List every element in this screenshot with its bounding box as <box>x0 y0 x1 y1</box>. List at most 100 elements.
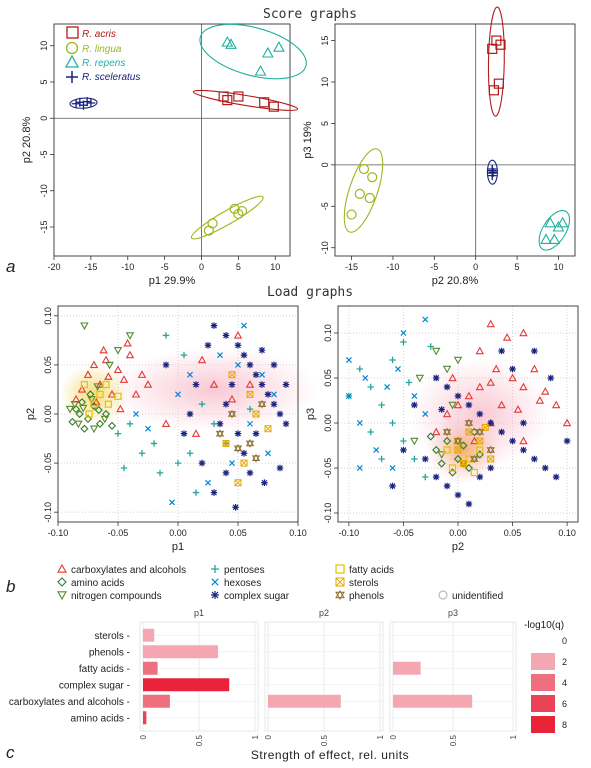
load-plot-p2-p3-point-sterols-0 <box>454 446 462 454</box>
score-plot-p1-p2-series-repens <box>199 23 307 80</box>
load-plot-p1-p2-point-phenols-2-up <box>251 453 261 461</box>
load-plot-p2-p3-point-complex-sugar-27 <box>438 406 445 413</box>
load-plot-p2-p3-point-sterols-4-cross <box>460 460 467 467</box>
load-plot-p2-p3-point-hexoses-4 <box>384 384 391 390</box>
score-plot-p1-p2-xtick-label-6: 10 <box>270 262 280 272</box>
score-plot-p1-p2-point-lingua-3 <box>233 208 244 220</box>
load-plot-p2-p3-point-phenols-0-up <box>453 436 463 444</box>
load-plot-p2-p3-point-complex-sugar-28 <box>547 374 555 382</box>
load-plot-p2-p3-point-hexoses-10 <box>389 465 396 471</box>
load-plot-p1-p2-point-pentoses-1 <box>126 420 134 428</box>
load-plot-p2-p3-point-pentoses-8 <box>389 356 396 364</box>
score-legend-sceleratus-label: R. sceleratus <box>82 72 140 83</box>
score-plot-p1-p2-point-sceleratus-3 <box>82 97 92 107</box>
score-plot-p1-p2-ytick-label-3: 0 <box>39 116 49 121</box>
load-plot-p2-p3-point-phenols-3-up <box>486 445 495 453</box>
load-plot-p1-p2-point-sterols-4-cross <box>228 371 236 379</box>
load-plot-p1-p2-ytick-label-0: -0.10 <box>43 502 53 523</box>
load-plot-p1-p2-xtick-label-1: -0.05 <box>108 528 129 538</box>
score-legend-sceleratus-marker <box>66 71 78 83</box>
bar-color-legend-swatch-4 <box>531 674 555 691</box>
score-plot-p1-p2-ytick-label-0: -15 <box>39 220 49 233</box>
load-plot-p1-p2-point-sterols-3-box <box>264 425 272 433</box>
score-plot-p2-p3-xtick-label-5: 10 <box>553 262 563 272</box>
load-plot-p2-p3-point-complex-sugar-21 <box>400 446 407 454</box>
score-plot-p2-p3-ytick-label-3: 5 <box>320 121 330 126</box>
load-plot-p1-p2-point-nitrogen-6 <box>100 415 110 424</box>
score-legend: R. acris R. lingua R. repens R. scelerat… <box>64 26 140 83</box>
score-plot-p1-p2-xlabel: p1 29.9% <box>149 275 196 287</box>
bar-facet-label-p2: p2 <box>319 608 329 618</box>
score-plot-p1-p2-point-acris-1 <box>222 95 233 106</box>
score-plot-p1-p2-ellipse-repens <box>199 23 307 80</box>
load-plot-p2-p3-point-hexoses-6 <box>411 393 418 399</box>
load-plot-p2-p3-point-complex-sugar-20 <box>411 401 418 409</box>
load-plot-p1-p2-point-phenols-2-down <box>251 455 261 463</box>
load-plot-p2-p3-xtick-label-2: 0.00 <box>449 528 467 538</box>
load-plot-p2-p3-point-phenols-2 <box>475 427 484 437</box>
load-plot-p1-p2-point-amino-11 <box>107 421 117 430</box>
load-plot-p2-p3-ytick-label-2: 0.00 <box>323 414 333 432</box>
load-plot-p1-p2-point-sterols-0 <box>222 439 230 447</box>
load-plot-p2-p3-point-pentoses-1 <box>367 383 374 391</box>
load-plot-p2-p3-point-nitrogen-6 <box>410 437 419 446</box>
load-plot-p1-p2-point-complex-sugar-5 <box>252 371 260 379</box>
load-plot-p2-p3-xtick-label-1: -0.05 <box>393 528 414 538</box>
load-plot-p1-p2-point-nitrogen-3 <box>87 396 96 404</box>
load-plot-p2-p3-point-phenols-4-up <box>442 427 452 435</box>
bar-p1-carboxylates-and-alcohols <box>143 694 170 708</box>
load-plot-p2-p3-series-phenols <box>442 418 495 464</box>
load-plot-p2-p3-point-amino-1 <box>443 436 452 446</box>
score-legend-repens-label: R. repens <box>82 58 125 69</box>
load-plot-p1-p2-point-fatty-1 <box>96 390 104 398</box>
load-plot-p2-p3-point-sterols-4-box <box>459 460 467 467</box>
load-plot-p2-p3-point-sterols-0-box <box>454 446 462 454</box>
load-plot-p1-p2-point-pentoses-10 <box>180 351 188 359</box>
load-plot-p1-p2-point-carboxylates-4 <box>107 389 117 398</box>
score-plot-p1-p2-point-acris-0 <box>218 91 229 102</box>
load-plot-p1-p2-point-complex-sugar-0 <box>210 322 218 329</box>
load-plot-p2-p3-point-sterols-3 <box>487 455 495 463</box>
load-plot-p1-p2-point-carboxylates-15 <box>209 380 219 388</box>
load-plot-p2-p3-point-amino-7 <box>426 432 435 441</box>
load-plot-p2-p3-point-complex-sugar-12 <box>421 455 429 463</box>
load-plot-p1-p2-point-sterols-3-cross <box>264 425 272 433</box>
load-plot-p1-p2-point-complex-sugar-9 <box>276 410 284 418</box>
load-plot-p2-p3-point-hexoses-1 <box>356 420 363 426</box>
load-legend-label-complex_sugar: complex sugar <box>224 591 290 602</box>
load-plot-p2-p3-point-phenols-2-up <box>475 427 484 435</box>
load-plot-p2-p3-point-hexoses-12 <box>422 316 429 323</box>
bar-p2-carboxylates-and-alcohols <box>268 694 341 708</box>
load-plot-p2-p3-point-complex-sugar-6 <box>498 428 505 436</box>
score-plot-p1-p2-point-acris-4 <box>268 101 279 112</box>
load-plot-p1-p2-point-carboxylates-20 <box>161 419 171 428</box>
panel-letter-a: a <box>6 257 15 276</box>
load-plot-p1-p2-point-nitrogen-7 <box>93 383 102 391</box>
load-legend-marker-unidentified <box>438 590 448 600</box>
score-plot-p2-p3-point-lingua-4 <box>346 209 357 220</box>
score-plot-p2-p3-point-acris-2 <box>495 39 506 50</box>
load-plot-p1-p2-point-hexoses-8 <box>229 460 235 467</box>
score-plot-p2-p3-xtick-label-4: 5 <box>515 262 520 272</box>
load-plot-p2-p3-point-carboxylates-10 <box>541 387 550 395</box>
load-plot-p2-p3-point-carboxylates-21 <box>513 405 523 413</box>
score-plot-p1-p2-point-sceleratus-0 <box>71 99 81 109</box>
bar-category-label-fatty-acids: fatty acids - <box>79 664 130 675</box>
load-plot-p1-p2-point-carboxylates-13 <box>116 404 125 413</box>
load-plot-p1-p2-point-pentoses-4 <box>156 469 164 477</box>
load-plot-p1-p2-point-complex-sugar-14 <box>240 449 248 457</box>
bar-color-legend-value-8: 8 <box>562 720 567 730</box>
load-plot-p1-p2-point-hexoses-0 <box>133 411 139 417</box>
load-legend-label-unidentified: unidentified <box>452 591 503 602</box>
load-plot-p1-p2-point-carboxylates-5 <box>113 365 123 374</box>
load-plot-p1-p2-point-nitrogen-0 <box>65 405 75 414</box>
load-plot-p1-p2-point-carboxylates-7 <box>125 350 135 359</box>
load-plot-p1-p2-point-amino-4 <box>89 402 99 411</box>
load-plot-p1-p2-point-pentoses-12 <box>246 405 254 413</box>
score-plot-p1-p2-ylabel: p2 20.8% <box>21 117 33 164</box>
score-plot-p2-p3-xtick-label-0: -15 <box>345 262 358 272</box>
load-plot-p1-p2-point-complex-sugar-13 <box>234 430 242 437</box>
score-plot-p2-p3-ytick-label-5: 15 <box>320 36 330 46</box>
score-plot-p1-p2-point-lingua-4 <box>236 205 248 217</box>
load-plot-p2-p3-point-sterols-2 <box>476 437 484 445</box>
